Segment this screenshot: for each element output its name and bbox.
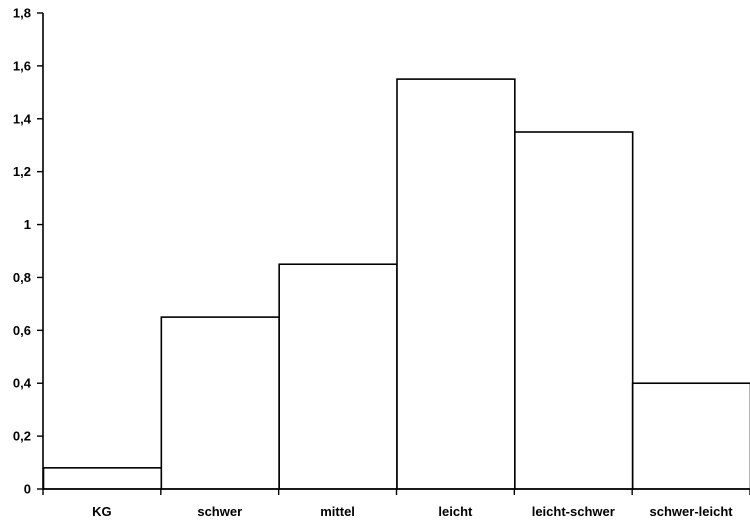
y-tick-label: 0,6: [13, 323, 31, 338]
bar-schwer-leicht: [633, 383, 750, 489]
y-tick-label: 0,8: [13, 270, 31, 285]
y-tick-label: 1,4: [13, 111, 32, 126]
x-tick-label-schwer: schwer: [197, 504, 242, 519]
x-tick-label-leicht-schwer: leicht-schwer: [532, 504, 615, 519]
y-tick-label: 1,2: [13, 164, 31, 179]
y-tick-label: 0,2: [13, 429, 31, 444]
y-tick-label: 1,6: [13, 58, 31, 73]
y-tick-label: 0: [24, 482, 31, 497]
y-tick-label: 1: [24, 217, 31, 232]
x-tick-label-mittel: mittel: [320, 504, 355, 519]
bar-leicht-schwer: [515, 132, 633, 489]
bar-mittel: [279, 264, 397, 489]
bars-layer: [44, 79, 750, 489]
x-tick-label-leicht: leicht: [438, 504, 473, 519]
bar-kg: [44, 468, 162, 489]
bar-schwer: [161, 317, 279, 489]
y-tick-label: 1,8: [13, 6, 31, 21]
x-tick-label-schwer-leicht: schwer-leicht: [650, 504, 734, 519]
bar-leicht: [397, 79, 515, 489]
x-tick-label-kg: KG: [92, 504, 112, 519]
y-tick-label: 0,4: [13, 376, 32, 391]
